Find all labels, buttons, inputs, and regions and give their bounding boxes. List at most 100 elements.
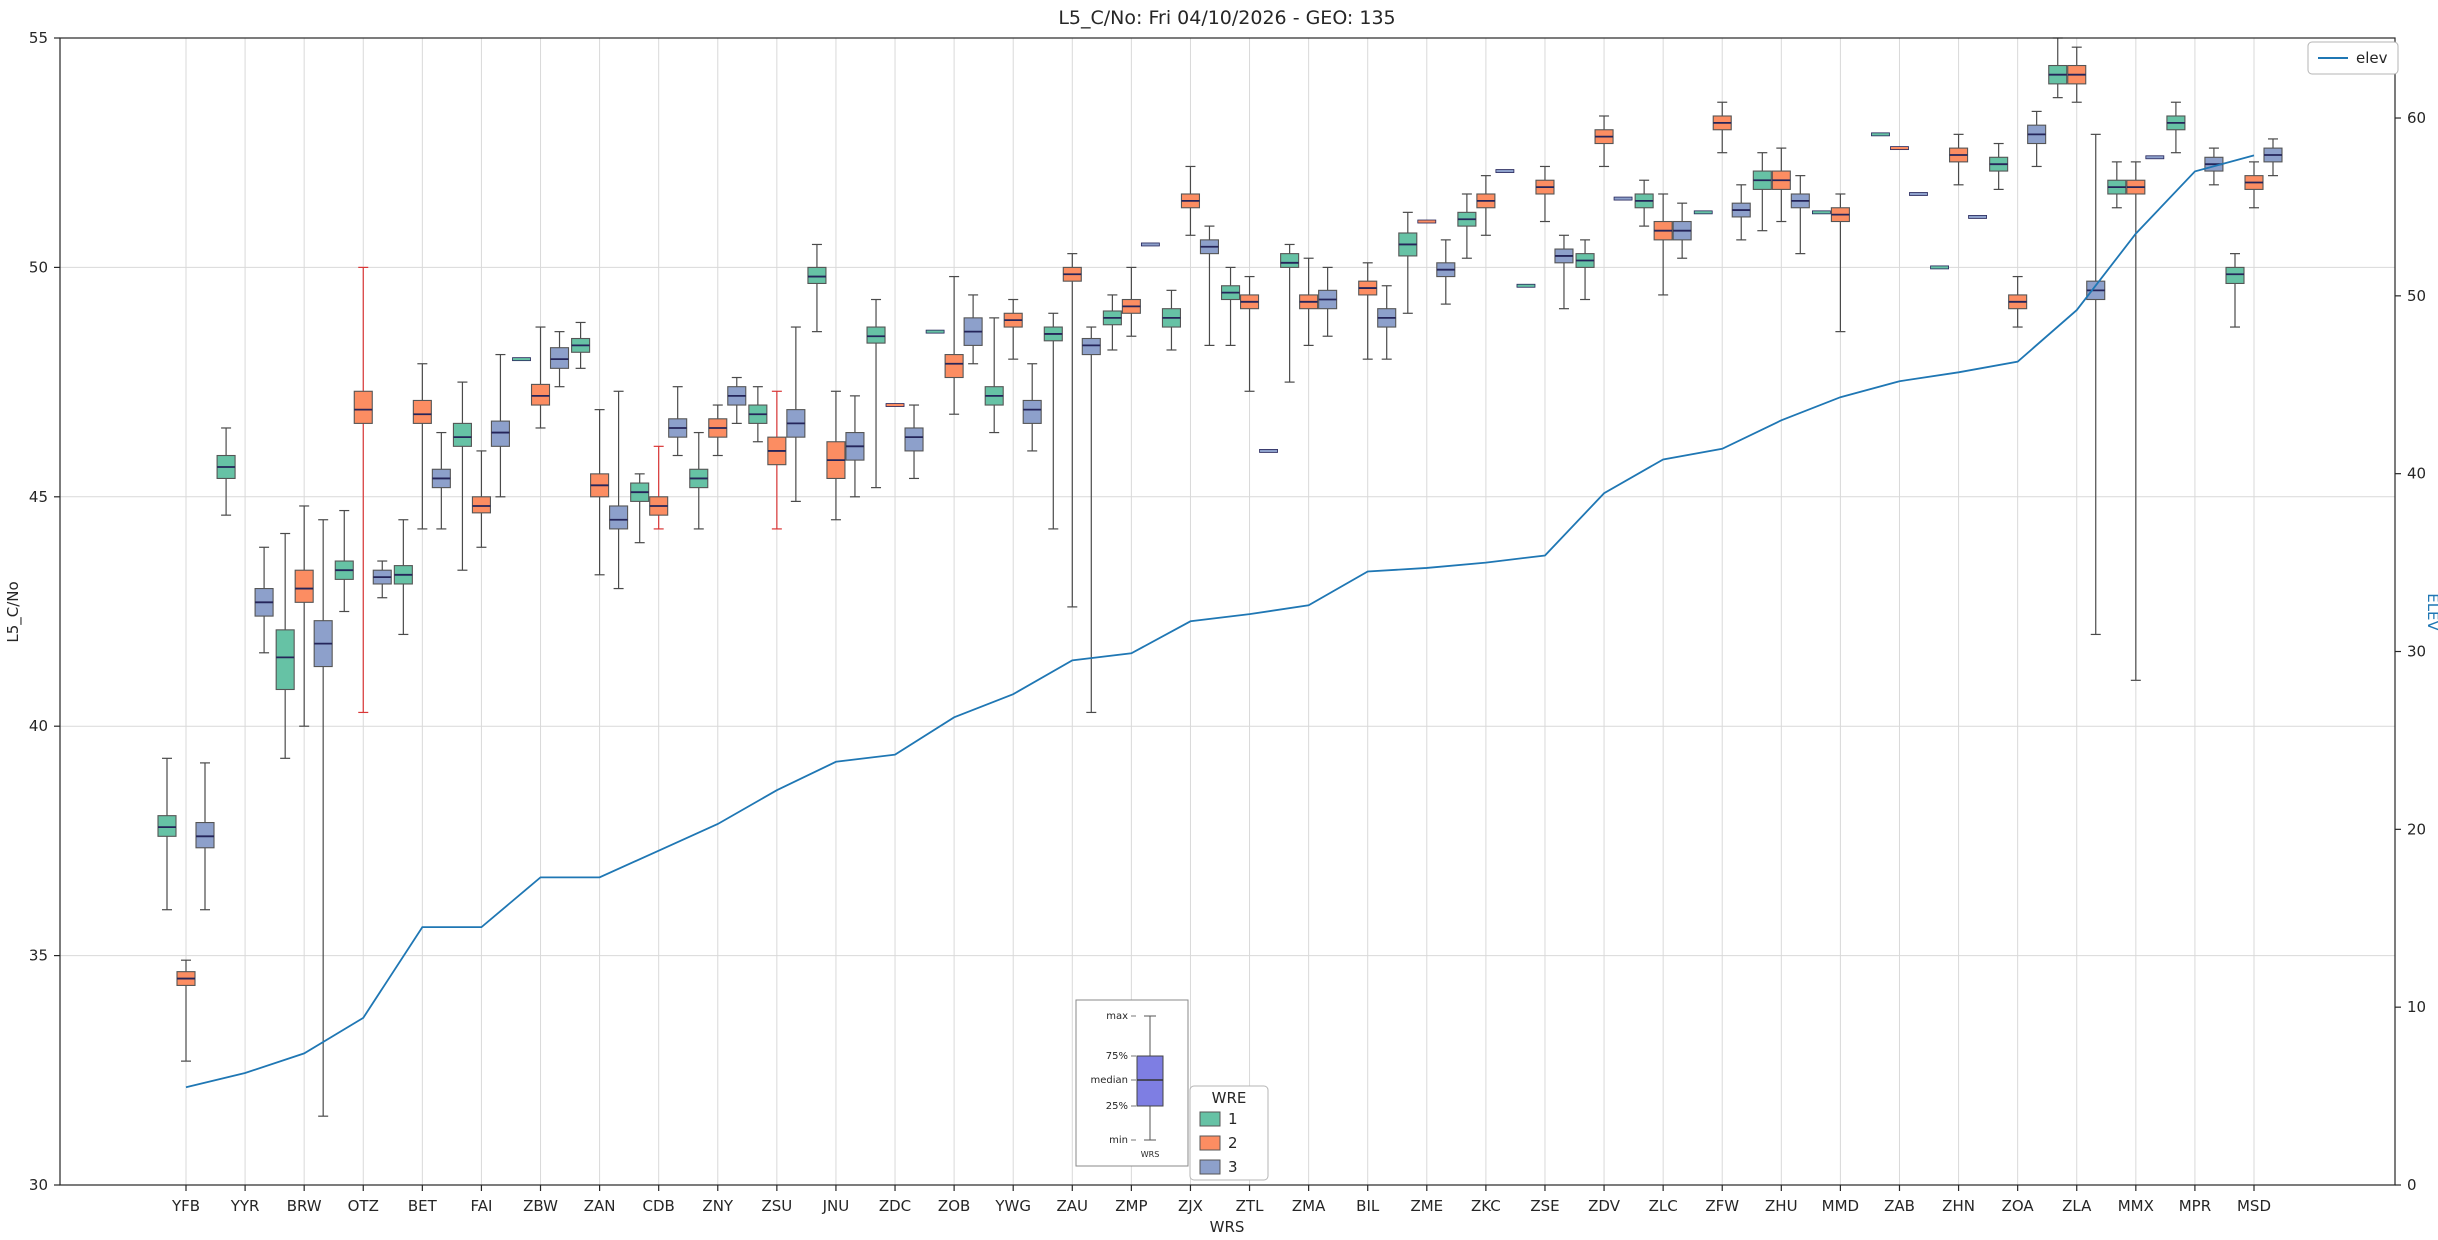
box-degenerate — [1516, 283, 1536, 288]
y-right-tick-label: 30 — [2407, 643, 2426, 661]
plot-border — [59, 37, 2396, 1186]
y-right-tick-label: 20 — [2407, 820, 2426, 838]
box-degenerate — [925, 329, 945, 334]
y-left-tick-label: 50 — [29, 258, 48, 276]
box — [549, 347, 570, 369]
box — [904, 427, 924, 452]
x-tick-label: ZOB — [938, 1197, 970, 1215]
inset-box — [1136, 1055, 1164, 1107]
x-tick-label: ZDC — [879, 1197, 911, 1215]
box — [807, 266, 827, 285]
x-axis-label: WRS — [1210, 1218, 1245, 1236]
data-layer — [157, 37, 2283, 1117]
grid-layer — [60, 38, 2395, 1185]
legend-elev: elev — [2307, 41, 2399, 75]
legend-wre-item-label: 3 — [1228, 1158, 1238, 1176]
legend-wre-item-label: 1 — [1228, 1110, 1238, 1128]
x-tick-label: ZHN — [1942, 1197, 1975, 1215]
inset-caption: WRS — [1141, 1150, 1160, 1159]
box-degenerate — [1140, 242, 1160, 247]
x-tick-label: ZME — [1410, 1197, 1443, 1215]
y-left-tick-label: 45 — [29, 488, 48, 506]
box-degenerate — [1909, 192, 1928, 196]
box — [530, 383, 551, 406]
x-tick-label: ZDV — [1588, 1197, 1621, 1215]
x-tick-label: MMD — [1822, 1197, 1859, 1215]
x-tick-label: ZAN — [584, 1197, 616, 1215]
legend-elev-label: elev — [2356, 49, 2388, 67]
box — [609, 505, 629, 530]
box-degenerate — [1417, 219, 1437, 224]
box-degenerate — [1968, 215, 1987, 219]
x-tick-label: ZLC — [1649, 1197, 1678, 1215]
inset-frame — [1075, 999, 1189, 1167]
legend-wre-item-label: 2 — [1228, 1134, 1238, 1152]
box — [195, 821, 215, 849]
legend-elev-frame — [2307, 41, 2399, 75]
y-right-axis-label: ELEV — [2424, 593, 2438, 631]
x-tick-label: YFB — [171, 1197, 200, 1215]
x-tick-label: ZAU — [1057, 1197, 1089, 1215]
x-tick-label: FAI — [470, 1197, 492, 1215]
y-right-tick-label: 10 — [2407, 998, 2426, 1016]
x-tick-label: BRW — [287, 1197, 322, 1215]
box-degenerate — [1693, 210, 1713, 215]
box — [353, 390, 373, 424]
box-degenerate — [1930, 265, 1949, 270]
x-tick-label: ZLA — [2062, 1197, 2092, 1215]
x-tick-label: JNU — [822, 1197, 850, 1215]
legend-wre-swatch — [1199, 1159, 1221, 1175]
inset-label: min — [1109, 1135, 1128, 1146]
box — [490, 420, 510, 447]
x-tick-label: BET — [408, 1197, 438, 1215]
y-left-tick-label: 30 — [29, 1176, 48, 1194]
box — [412, 399, 432, 424]
x-tick-label: OTZ — [348, 1197, 379, 1215]
x-tick-label: BIL — [1356, 1197, 1380, 1215]
box-degenerate — [1259, 449, 1278, 453]
x-tick-label: ZMA — [1292, 1197, 1326, 1215]
box — [866, 326, 886, 344]
x-tick-label: ZSU — [761, 1197, 792, 1215]
box — [1280, 253, 1300, 268]
box-degenerate — [512, 357, 531, 362]
x-tick-label: ZTL — [1236, 1197, 1264, 1215]
y-left-tick-label: 40 — [29, 717, 48, 735]
y-right-tick-label: 50 — [2407, 287, 2426, 305]
box — [294, 569, 314, 603]
legend-wre-frame — [1189, 1085, 1269, 1181]
x-tick-label: ZSE — [1530, 1197, 1559, 1215]
box-degenerate — [2145, 155, 2165, 160]
x-tick-label: ZJX — [1178, 1197, 1203, 1215]
x-tick-label: ZAB — [1884, 1197, 1915, 1215]
inset-label: 75% — [1106, 1051, 1128, 1062]
y-right-tick-label: 0 — [2407, 1176, 2417, 1194]
box — [944, 354, 964, 379]
inset-label: max — [1106, 1011, 1128, 1022]
x-tick-label: ZHU — [1765, 1197, 1798, 1215]
axes-layer: 30 35 40 45 50 55 0 10 20 30 40 50 60 YFB YYR BRW OTZ BET… — [29, 29, 2426, 1215]
box-degenerate — [1812, 210, 1831, 215]
x-tick-label: MPR — [2179, 1197, 2211, 1215]
x-tick-label: ZMP — [1115, 1197, 1147, 1215]
x-tick-label: ZBW — [523, 1197, 558, 1215]
x-tick-label: YYR — [230, 1197, 260, 1215]
box-degenerate — [1871, 132, 1890, 137]
x-tick-label: MMX — [2118, 1197, 2154, 1215]
box — [157, 815, 177, 837]
x-tick-label: ZFW — [1705, 1197, 1739, 1215]
box-degenerate — [1890, 146, 1909, 151]
elev-line — [185, 154, 2255, 1089]
legend-wre-swatch — [1199, 1111, 1221, 1127]
y-right-tick-label: 40 — [2407, 465, 2426, 483]
x-tick-label: YWG — [994, 1197, 1031, 1215]
x-tick-label: ZNY — [702, 1197, 733, 1215]
legend-wre: WRE 1 2 3 — [1189, 1085, 1269, 1181]
chart-title: L5_C/No: Fri 04/10/2026 - GEO: 135 — [1058, 7, 1395, 29]
legend-wre-swatch — [1199, 1135, 1221, 1151]
inset-label: 25% — [1106, 1101, 1128, 1112]
box — [1081, 337, 1101, 356]
x-tick-label: MSD — [2237, 1197, 2271, 1215]
